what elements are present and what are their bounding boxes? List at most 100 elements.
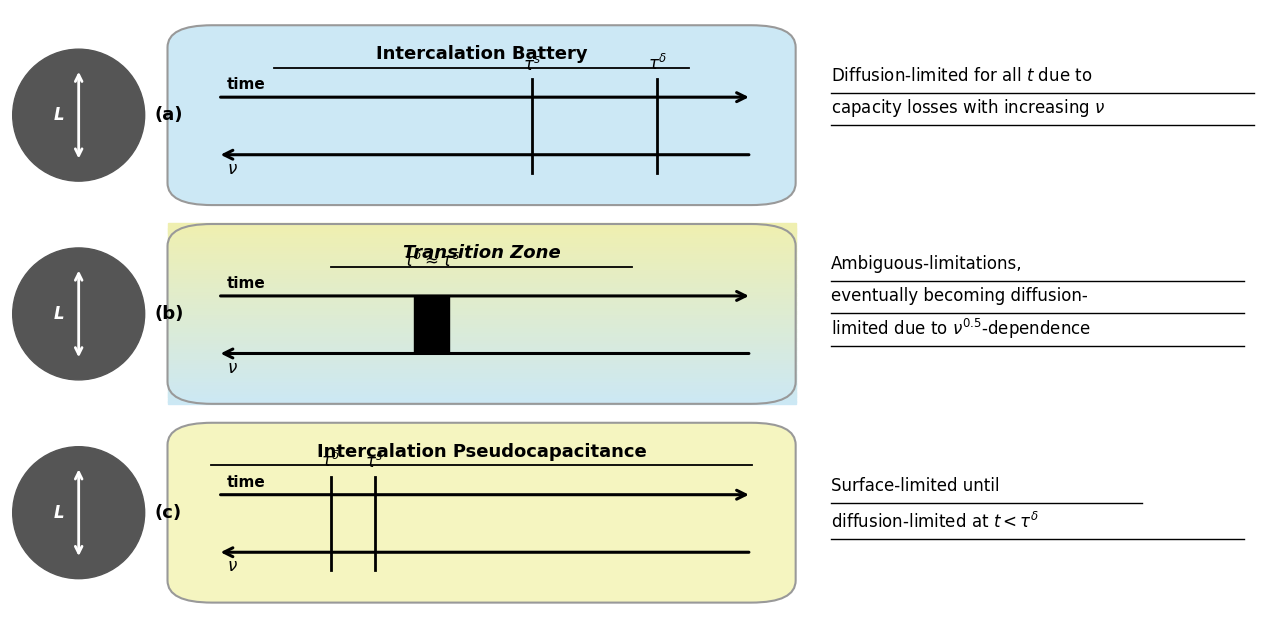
Bar xyxy=(168,336,796,339)
Bar xyxy=(168,300,796,303)
Bar xyxy=(168,226,796,228)
Bar xyxy=(168,331,796,334)
Bar xyxy=(168,259,796,262)
Bar xyxy=(168,278,796,280)
Text: $\tau^s$: $\tau^s$ xyxy=(365,453,385,471)
Text: $\tau^\delta \approx \tau^s$: $\tau^\delta \approx \tau^s$ xyxy=(402,251,461,271)
Bar xyxy=(168,266,796,269)
Bar xyxy=(168,282,796,285)
Bar xyxy=(168,322,796,325)
Bar xyxy=(168,273,796,276)
Bar xyxy=(168,244,796,247)
Bar xyxy=(168,324,796,327)
Bar xyxy=(168,264,796,267)
Text: diffusion-limited at $t < \tau^{\delta}$: diffusion-limited at $t < \tau^{\delta}$ xyxy=(831,512,1039,533)
Text: time: time xyxy=(227,77,266,92)
Text: $\nu$: $\nu$ xyxy=(227,160,239,178)
Bar xyxy=(168,268,796,271)
Bar xyxy=(168,347,796,350)
Ellipse shape xyxy=(13,447,145,579)
Bar xyxy=(168,376,796,379)
Bar xyxy=(168,293,796,296)
Text: $\nu$: $\nu$ xyxy=(227,358,239,377)
Bar xyxy=(168,318,796,321)
FancyBboxPatch shape xyxy=(168,25,796,205)
Bar xyxy=(168,372,796,375)
Bar xyxy=(168,262,796,264)
Bar xyxy=(168,298,796,300)
Bar xyxy=(168,251,796,253)
Ellipse shape xyxy=(13,49,145,181)
Bar xyxy=(168,288,796,292)
Bar xyxy=(168,394,796,397)
Bar xyxy=(168,356,796,359)
Text: $\tau^\delta$: $\tau^\delta$ xyxy=(321,451,340,471)
Bar xyxy=(168,396,796,399)
Bar xyxy=(168,252,796,256)
Text: Transition Zone: Transition Zone xyxy=(402,244,561,262)
Bar xyxy=(168,313,796,316)
Bar xyxy=(168,311,796,314)
Bar xyxy=(168,351,796,355)
Bar xyxy=(168,316,796,319)
Bar xyxy=(168,334,796,336)
Bar xyxy=(168,246,796,249)
Text: Intercalation Battery: Intercalation Battery xyxy=(376,45,588,63)
Bar xyxy=(168,320,796,323)
Text: L: L xyxy=(53,305,65,323)
Ellipse shape xyxy=(13,248,145,380)
Bar xyxy=(168,365,796,368)
Bar xyxy=(168,223,796,227)
Text: Ambiguous-limitations,: Ambiguous-limitations, xyxy=(831,254,1023,273)
Text: Diffusion-limited for all $t$ due to: Diffusion-limited for all $t$ due to xyxy=(831,67,1093,85)
Text: (b): (b) xyxy=(155,305,184,323)
Text: (a): (a) xyxy=(155,106,183,124)
Bar xyxy=(168,383,796,386)
Bar xyxy=(168,374,796,377)
Text: limited due to $\nu^{0.5}$-dependence: limited due to $\nu^{0.5}$-dependence xyxy=(831,317,1091,341)
Bar xyxy=(168,255,796,257)
Bar xyxy=(168,343,796,345)
Text: (c): (c) xyxy=(155,504,181,522)
Text: $\tau^\delta$: $\tau^\delta$ xyxy=(647,54,667,74)
Bar xyxy=(168,354,796,357)
Text: eventually becoming diffusion-: eventually becoming diffusion- xyxy=(831,287,1088,305)
Bar xyxy=(168,307,796,309)
Bar xyxy=(168,390,796,392)
Bar xyxy=(168,345,796,348)
Text: Surface-limited until: Surface-limited until xyxy=(831,476,1000,495)
Bar xyxy=(168,239,796,242)
Bar xyxy=(168,363,796,365)
Bar xyxy=(168,380,796,384)
Bar xyxy=(168,392,796,395)
Bar xyxy=(168,370,796,372)
Bar xyxy=(414,296,449,353)
Bar xyxy=(168,358,796,361)
Bar xyxy=(168,286,796,289)
Bar xyxy=(168,340,796,343)
Bar xyxy=(168,257,796,260)
Bar xyxy=(168,284,796,287)
Bar xyxy=(168,235,796,237)
Bar xyxy=(168,350,796,352)
Bar xyxy=(168,309,796,312)
Bar xyxy=(168,379,796,381)
Bar xyxy=(168,275,796,278)
Bar xyxy=(168,232,796,235)
Text: capacity losses with increasing $\nu$: capacity losses with increasing $\nu$ xyxy=(831,97,1105,119)
Bar xyxy=(168,295,796,298)
Bar xyxy=(168,329,796,332)
Bar xyxy=(168,237,796,240)
Text: Intercalation Pseudocapacitance: Intercalation Pseudocapacitance xyxy=(317,442,646,461)
FancyBboxPatch shape xyxy=(168,423,796,603)
Bar xyxy=(168,385,796,388)
Bar xyxy=(168,242,796,244)
Bar xyxy=(168,228,796,231)
Bar xyxy=(168,360,796,363)
Bar xyxy=(168,387,796,391)
Text: $\nu$: $\nu$ xyxy=(227,557,239,575)
Text: $\tau^s$: $\tau^s$ xyxy=(523,56,541,74)
Bar xyxy=(168,280,796,283)
Bar xyxy=(168,401,796,404)
Bar xyxy=(168,327,796,329)
